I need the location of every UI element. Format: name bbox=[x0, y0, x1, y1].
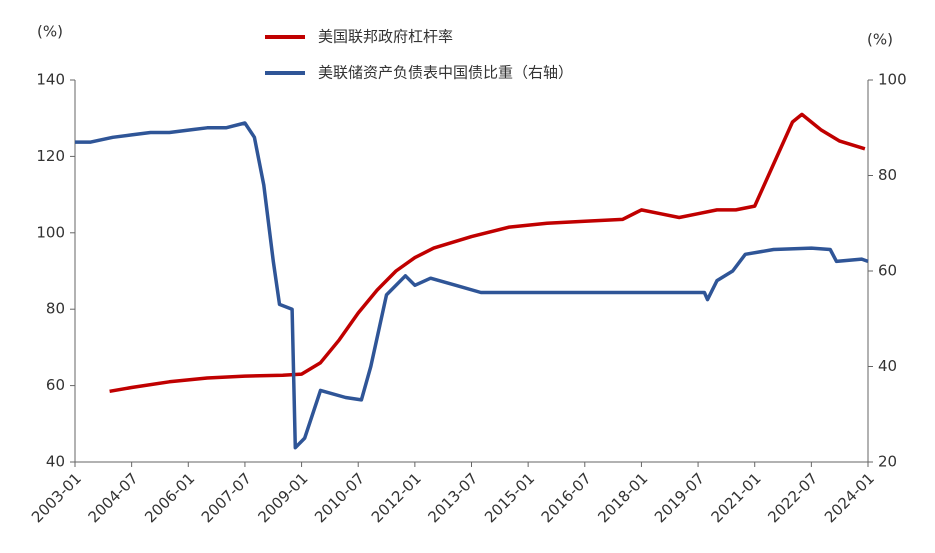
x-tick-label: 2019-07 bbox=[651, 469, 708, 526]
legend-label: 美联储资产负债表中国债比重（右轴） bbox=[318, 64, 573, 82]
x-tick-label: 2004-07 bbox=[85, 469, 142, 526]
y2-tick-label: 100 bbox=[878, 71, 907, 89]
x-tick-label: 2013-07 bbox=[424, 469, 481, 526]
x-tick-label: 2010-07 bbox=[311, 469, 368, 526]
y2-unit-label: (%) bbox=[867, 31, 893, 49]
y-tick-label: 60 bbox=[46, 376, 65, 394]
y-tick-label: 40 bbox=[46, 453, 65, 471]
x-tick-label: 2003-01 bbox=[28, 469, 85, 526]
y-tick-label: 100 bbox=[36, 223, 65, 241]
y2-tick-label: 60 bbox=[878, 262, 897, 280]
y-tick-label: 140 bbox=[36, 71, 65, 89]
x-tick-label: 2015-01 bbox=[481, 469, 538, 526]
y2-tick-label: 20 bbox=[878, 453, 897, 471]
x-tick-label: 2012-01 bbox=[368, 469, 425, 526]
y-unit-label: (%) bbox=[37, 23, 63, 41]
x-tick-label: 2007-07 bbox=[198, 469, 255, 526]
x-tick-label: 2021-01 bbox=[708, 469, 765, 526]
y2-tick-label: 80 bbox=[878, 166, 897, 184]
x-tick-label: 2009-01 bbox=[255, 469, 312, 526]
series-line bbox=[75, 121, 869, 450]
x-tick-label: 2016-07 bbox=[538, 469, 595, 526]
x-tick-label: 2022-07 bbox=[764, 469, 821, 526]
x-tick-label: 2018-01 bbox=[594, 469, 651, 526]
y-tick-label: 120 bbox=[36, 147, 65, 165]
x-tick-label: 2006-01 bbox=[141, 469, 198, 526]
x-tick-label: 2024-01 bbox=[821, 469, 878, 526]
y2-tick-label: 40 bbox=[878, 357, 897, 375]
legend-label: 美国联邦政府杠杆率 bbox=[318, 28, 453, 46]
y-tick-label: 80 bbox=[46, 300, 65, 318]
series-line bbox=[109, 112, 866, 394]
